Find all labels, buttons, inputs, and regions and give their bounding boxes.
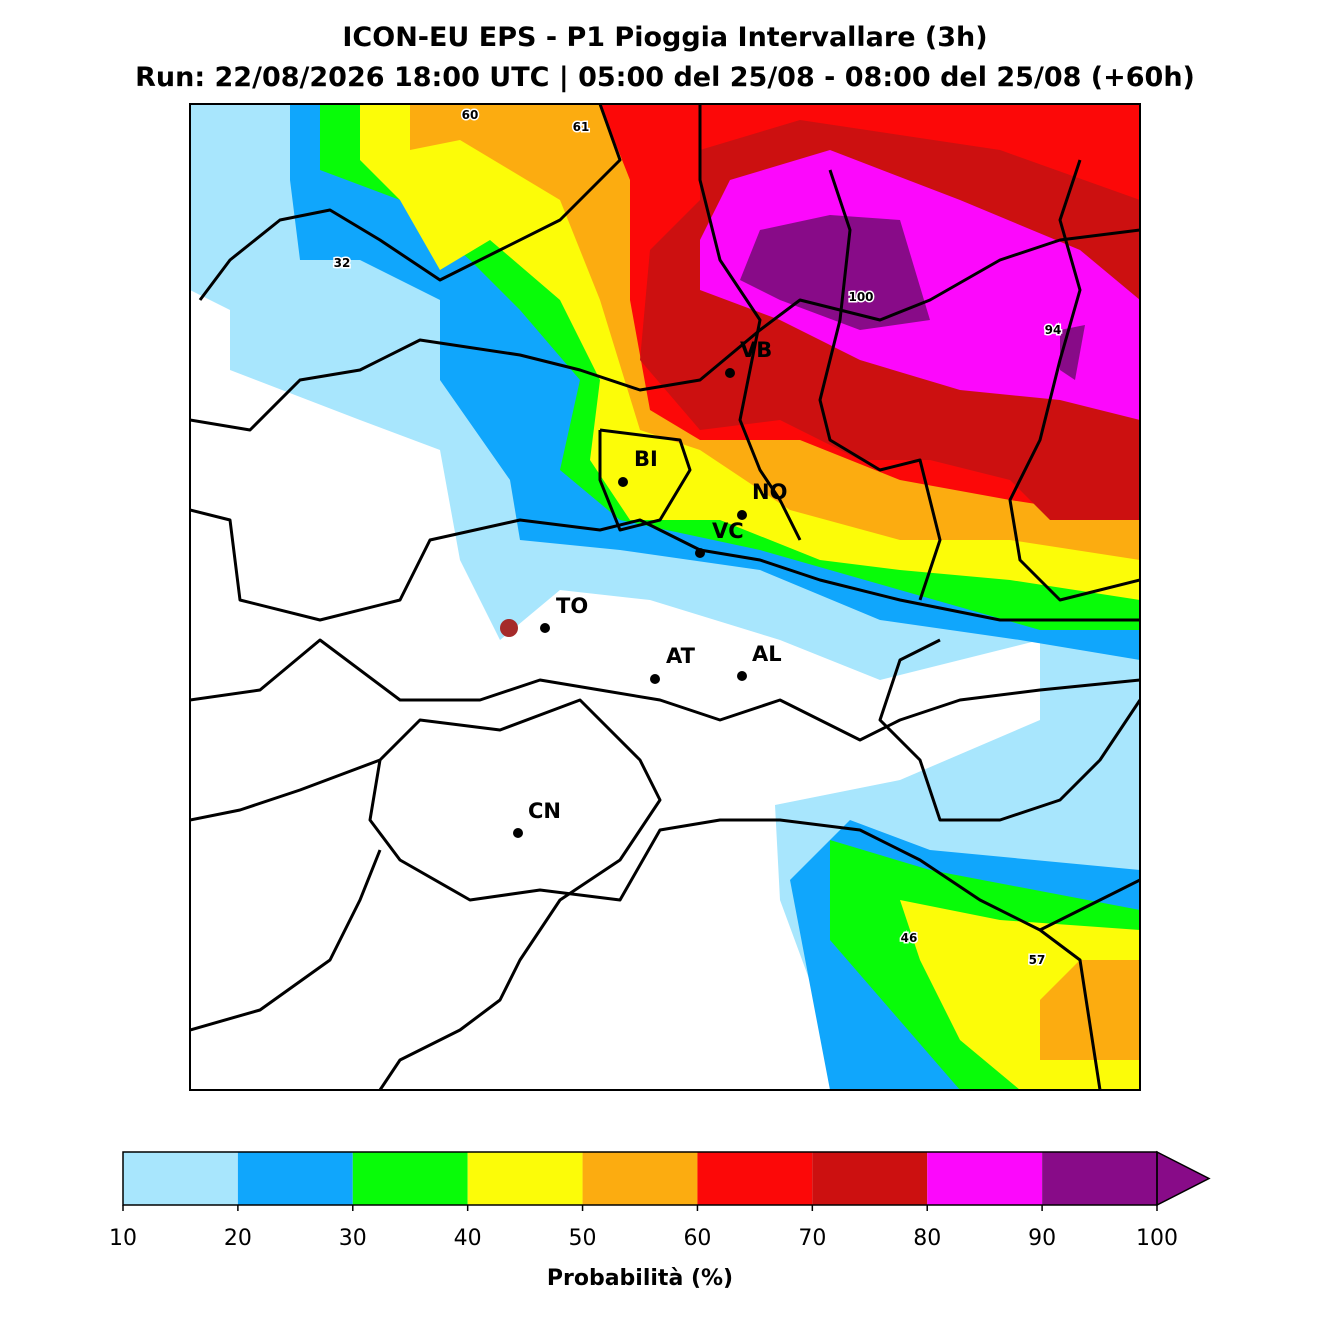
city-label: VB bbox=[740, 338, 772, 362]
colorbar-tick-label: 50 bbox=[569, 1226, 597, 1251]
map-frame bbox=[189, 103, 1141, 1091]
colorbar-tick-label: 60 bbox=[683, 1226, 711, 1251]
colorbar-segment bbox=[697, 1152, 813, 1205]
contour-label: 61 bbox=[573, 120, 590, 134]
city-dot bbox=[695, 548, 705, 558]
contour-labels: 60 61 32 100 94 46 57 bbox=[332, 107, 1063, 969]
title: ICON-EU EPS - P1 Pioggia Intervallare (3… bbox=[342, 22, 987, 53]
colorbar-tick-label: 40 bbox=[454, 1226, 482, 1251]
colorbar-tick-label: 10 bbox=[109, 1226, 137, 1251]
city-label: AL bbox=[752, 642, 782, 666]
city-dot bbox=[650, 674, 660, 684]
city-dot bbox=[737, 510, 747, 520]
city-label: AT bbox=[666, 644, 696, 668]
contour-label: 100 bbox=[848, 290, 873, 304]
colorbar-tick-label: 70 bbox=[798, 1226, 826, 1251]
colorbar-tick-label: 100 bbox=[1136, 1226, 1178, 1251]
colorbar-tick-label: 20 bbox=[224, 1226, 252, 1251]
city-label: CN bbox=[528, 799, 561, 823]
colorbar-segment bbox=[237, 1152, 353, 1205]
colorbar-outline bbox=[122, 1151, 1158, 1206]
city-dot bbox=[540, 623, 550, 633]
contour-label: 46 bbox=[901, 931, 918, 945]
colorbar-extension bbox=[1156, 1150, 1211, 1207]
colorbar-segment bbox=[927, 1152, 1043, 1205]
city-dot bbox=[513, 828, 523, 838]
subtitle: Run: 22/08/2026 18:00 UTC | 05:00 del 25… bbox=[135, 62, 1195, 93]
city-dot bbox=[737, 671, 747, 681]
city-dot bbox=[618, 477, 628, 487]
location-marker bbox=[500, 619, 518, 637]
colorbar-segment bbox=[1042, 1152, 1157, 1205]
colorbar-segment bbox=[352, 1152, 468, 1205]
colorbar-segment bbox=[812, 1152, 928, 1205]
contour-label: 57 bbox=[1029, 953, 1046, 967]
colorbar: 10 20 30 40 50 60 70 80 90 100 bbox=[109, 1150, 1211, 1251]
colorbar-tick-label: 90 bbox=[1028, 1226, 1056, 1251]
city-label: BI bbox=[634, 447, 658, 471]
contour-label: 60 bbox=[462, 108, 479, 122]
colorbar-segment bbox=[467, 1152, 583, 1205]
city-label: VC bbox=[712, 519, 744, 543]
contour-label: 94 bbox=[1045, 323, 1062, 337]
colorbar-tick-label: 30 bbox=[339, 1226, 367, 1251]
city-dot bbox=[725, 368, 735, 378]
colorbar-segment bbox=[582, 1152, 698, 1205]
city-label: TO bbox=[556, 594, 588, 618]
contour-label: 32 bbox=[334, 256, 351, 270]
colorbar-label: Probabilità (%) bbox=[547, 1266, 733, 1291]
colorbar-segment bbox=[123, 1152, 238, 1205]
colorbar-tick-label: 80 bbox=[913, 1226, 941, 1251]
city-label: NO bbox=[752, 480, 787, 504]
map-field bbox=[190, 104, 1140, 1090]
cities: VB BI NO VC TO AT AL CN bbox=[500, 338, 787, 838]
